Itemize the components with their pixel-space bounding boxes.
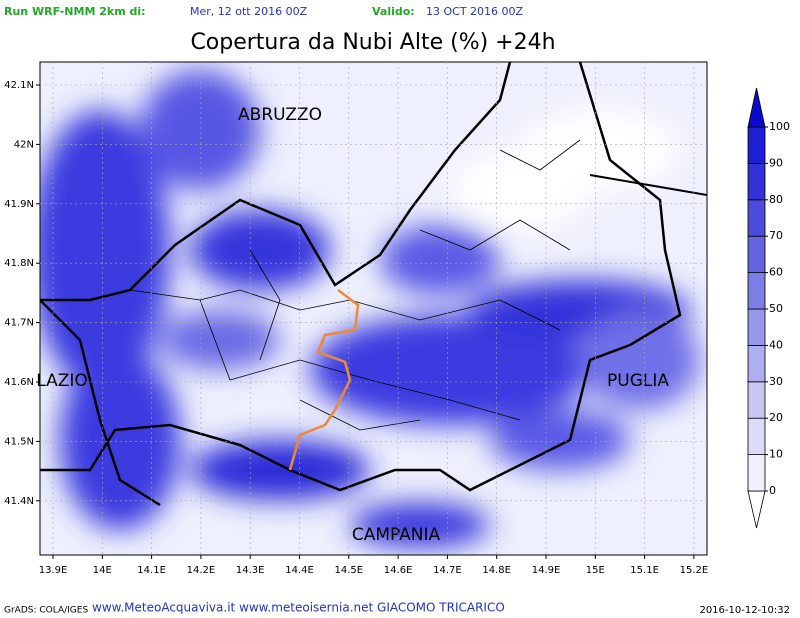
lon-label: 14.5E (335, 565, 364, 576)
lat-label: 41.6N (4, 377, 34, 388)
valid-date: 13 OCT 2016 00Z (426, 5, 524, 18)
region-label: CAMPANIA (352, 525, 441, 545)
lon-label: 15E (586, 565, 605, 576)
valid-label: Valido: (372, 5, 415, 18)
lat-label: 41.4N (4, 496, 34, 507)
lon-label: 14.2E (187, 565, 216, 576)
colorbar-label: 20 (769, 411, 783, 424)
colorbar-under (747, 490, 766, 529)
colorbar-segment (747, 272, 766, 310)
lon-label: 15.2E (680, 565, 709, 576)
colorbar-over (747, 87, 766, 128)
lon-label: 14.8E (482, 565, 511, 576)
run-date: Mer, 12 ott 2016 00Z (190, 5, 308, 18)
lon-label: 14.3E (236, 565, 265, 576)
colorbar-label: 10 (769, 448, 783, 461)
lon-label: 14.7E (433, 565, 462, 576)
lon-label: 14E (93, 565, 112, 576)
region-label: ABRUZZO (238, 105, 322, 125)
colorbar-label: 0 (769, 484, 776, 497)
colorbar-segment (747, 162, 766, 201)
colorbar-label: 90 (769, 156, 783, 169)
title: Copertura da Nubi Alte (%) +24h (190, 30, 555, 55)
colorbar-segment (747, 381, 766, 419)
lon-label: 13.9E (39, 565, 68, 576)
colorbar-label: 100 (769, 120, 790, 133)
lon-label: 14.1E (137, 565, 166, 576)
colorbar-segment (747, 417, 766, 456)
lon-label: 15.1E (630, 565, 659, 576)
lon-label: 14.6E (384, 565, 413, 576)
colorbar-label: 30 (769, 375, 783, 388)
footer-credits: www.MeteoAcquaviva.it www.meteoisernia.n… (92, 601, 505, 615)
colorbar-label: 50 (769, 302, 783, 315)
colorbar-segment (747, 126, 766, 164)
colorbar-label: 60 (769, 266, 783, 279)
lon-label: 14.4E (285, 565, 314, 576)
borders (40, 62, 707, 507)
lat-label: 41.5N (4, 436, 34, 447)
footer-software: GrADS: COLA/IGES (4, 606, 88, 616)
colorbar-segment (747, 235, 766, 273)
colorbar-segment (747, 199, 766, 237)
map-field (40, 62, 707, 555)
map-frame (39, 61, 708, 556)
run-label: Run WRF-NMM 2km di: (4, 5, 146, 18)
region-label: LAZIO (36, 371, 88, 391)
region-label: PUGLIA (607, 371, 669, 391)
lon-label: 14.9E (532, 565, 561, 576)
colorbar-segment (747, 308, 766, 346)
lat-label: 41.7N (4, 318, 34, 329)
footer-timestamp: 2016-10-12-10:32 (699, 605, 790, 616)
lat-label: 42N (14, 139, 34, 150)
colorbar-label: 40 (769, 338, 783, 351)
colorbar-segment (747, 454, 766, 492)
lat-label: 42.1N (4, 80, 34, 91)
colorbar-label: 80 (769, 193, 783, 206)
colorbar-label: 70 (769, 229, 783, 242)
province-border (288, 289, 360, 471)
lat-label: 41.8N (4, 258, 34, 269)
colorbar-segment (747, 344, 766, 383)
lat-label: 41.9N (4, 199, 34, 210)
